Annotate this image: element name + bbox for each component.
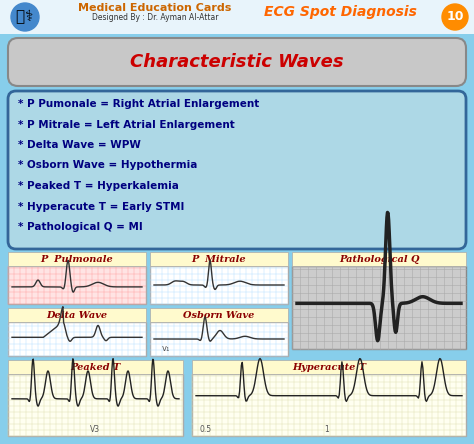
Bar — [292, 266, 466, 349]
Text: Characteristic Waves: Characteristic Waves — [130, 53, 344, 71]
Bar — [8, 252, 146, 266]
Circle shape — [442, 4, 468, 30]
Text: Hyperacute T: Hyperacute T — [292, 362, 366, 372]
Text: P  Mitrale: P Mitrale — [191, 254, 246, 263]
Text: Designed By : Dr. Ayman Al-Attar: Designed By : Dr. Ayman Al-Attar — [92, 13, 218, 23]
Text: * Pathological Q = MI: * Pathological Q = MI — [18, 222, 143, 232]
Bar — [192, 374, 466, 436]
Text: P  Pulmonale: P Pulmonale — [41, 254, 113, 263]
Text: Medical Education Cards: Medical Education Cards — [78, 3, 232, 13]
Text: 👨‍⚕: 👨‍⚕ — [16, 9, 34, 24]
Text: 10: 10 — [446, 11, 464, 24]
FancyBboxPatch shape — [8, 38, 466, 86]
Bar — [292, 252, 466, 266]
Text: Pathological Q: Pathological Q — [339, 254, 419, 263]
Text: 0.5: 0.5 — [200, 425, 212, 434]
Text: ECG Spot Diagnosis: ECG Spot Diagnosis — [264, 5, 417, 19]
Bar — [0, 0, 474, 34]
Bar — [8, 266, 146, 304]
Bar — [150, 308, 288, 322]
FancyBboxPatch shape — [8, 91, 466, 249]
Bar — [8, 374, 183, 436]
Bar — [150, 252, 288, 266]
Text: V3: V3 — [90, 425, 100, 434]
Text: * Peaked T = Hyperkalemia: * Peaked T = Hyperkalemia — [18, 181, 179, 191]
Text: v₁: v₁ — [162, 344, 170, 353]
Bar — [8, 308, 146, 322]
Text: * Osborn Wave = Hypothermia: * Osborn Wave = Hypothermia — [18, 160, 197, 170]
Text: * P Pumonale = Right Atrial Enlargement: * P Pumonale = Right Atrial Enlargement — [18, 99, 259, 109]
Text: 1: 1 — [324, 425, 329, 434]
Text: Peaked T: Peaked T — [70, 362, 120, 372]
Text: * P Mitrale = Left Atrial Enlargement: * P Mitrale = Left Atrial Enlargement — [18, 119, 235, 130]
Text: Osborn Wave: Osborn Wave — [183, 310, 255, 320]
Text: * Hyperacute T = Early STMI: * Hyperacute T = Early STMI — [18, 202, 184, 211]
Bar — [192, 360, 466, 374]
Bar — [8, 360, 183, 374]
Bar — [150, 266, 288, 304]
Text: * Delta Wave = WPW: * Delta Wave = WPW — [18, 140, 141, 150]
Text: Delta Wave: Delta Wave — [46, 310, 108, 320]
Bar — [150, 322, 288, 356]
Bar — [8, 322, 146, 356]
Circle shape — [11, 3, 39, 31]
